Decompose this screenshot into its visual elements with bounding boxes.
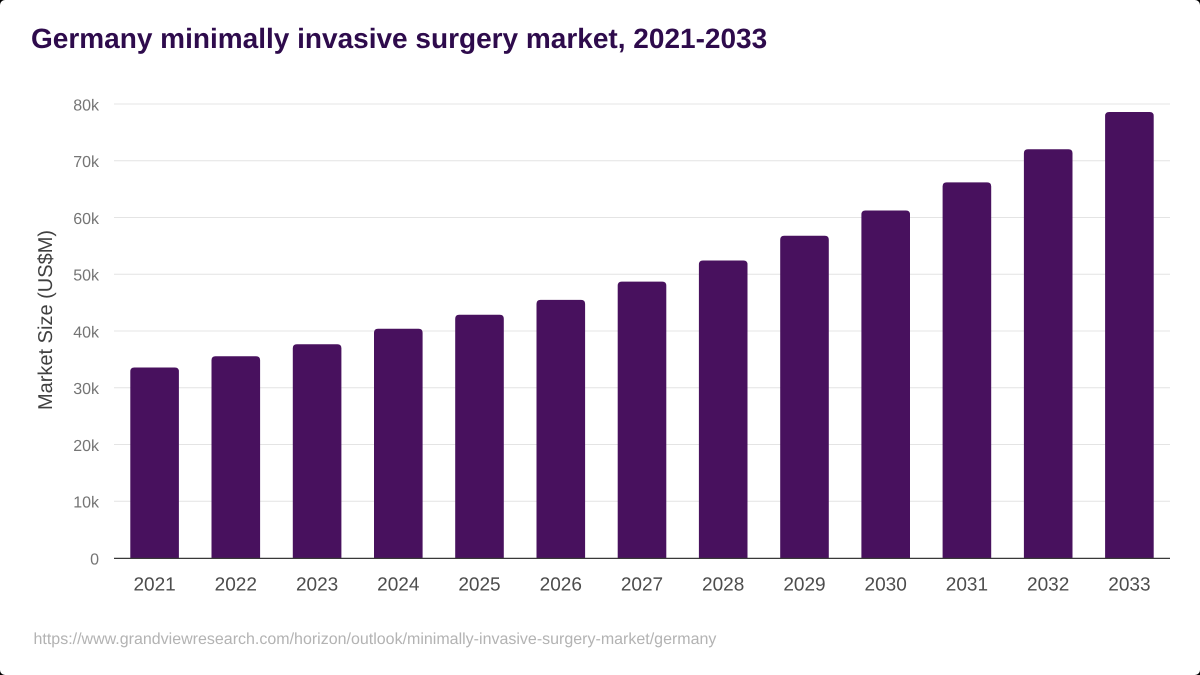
svg-text:2033: 2033	[1108, 575, 1150, 596]
svg-text:2025: 2025	[458, 575, 500, 596]
svg-text:70k: 70k	[73, 154, 100, 171]
svg-text:20k: 20k	[73, 438, 100, 455]
svg-text:2024: 2024	[377, 575, 420, 596]
svg-text:2023: 2023	[296, 575, 338, 596]
svg-text:0: 0	[90, 551, 99, 568]
svg-text:2028: 2028	[702, 575, 744, 596]
svg-text:2022: 2022	[215, 575, 257, 596]
svg-text:40k: 40k	[73, 324, 100, 341]
svg-text:Germany minimally invasive sur: Germany minimally invasive surgery marke…	[31, 23, 767, 54]
svg-text:2021: 2021	[133, 575, 175, 596]
svg-text:2032: 2032	[1027, 575, 1069, 596]
svg-text:10k: 10k	[73, 495, 100, 512]
svg-text:2031: 2031	[946, 575, 988, 596]
svg-text:2029: 2029	[783, 575, 825, 596]
svg-text:30k: 30k	[73, 381, 100, 398]
svg-text:2030: 2030	[865, 575, 907, 596]
svg-text:Market Size (US$M): Market Size (US$M)	[35, 230, 57, 410]
svg-text:50k: 50k	[73, 268, 100, 285]
svg-text:2027: 2027	[621, 575, 663, 596]
svg-text:80k: 80k	[73, 97, 100, 114]
svg-text:2026: 2026	[540, 575, 582, 596]
svg-text:https://www.grandviewresearch.: https://www.grandviewresearch.com/horizo…	[34, 631, 717, 648]
svg-text:60k: 60k	[73, 211, 100, 228]
